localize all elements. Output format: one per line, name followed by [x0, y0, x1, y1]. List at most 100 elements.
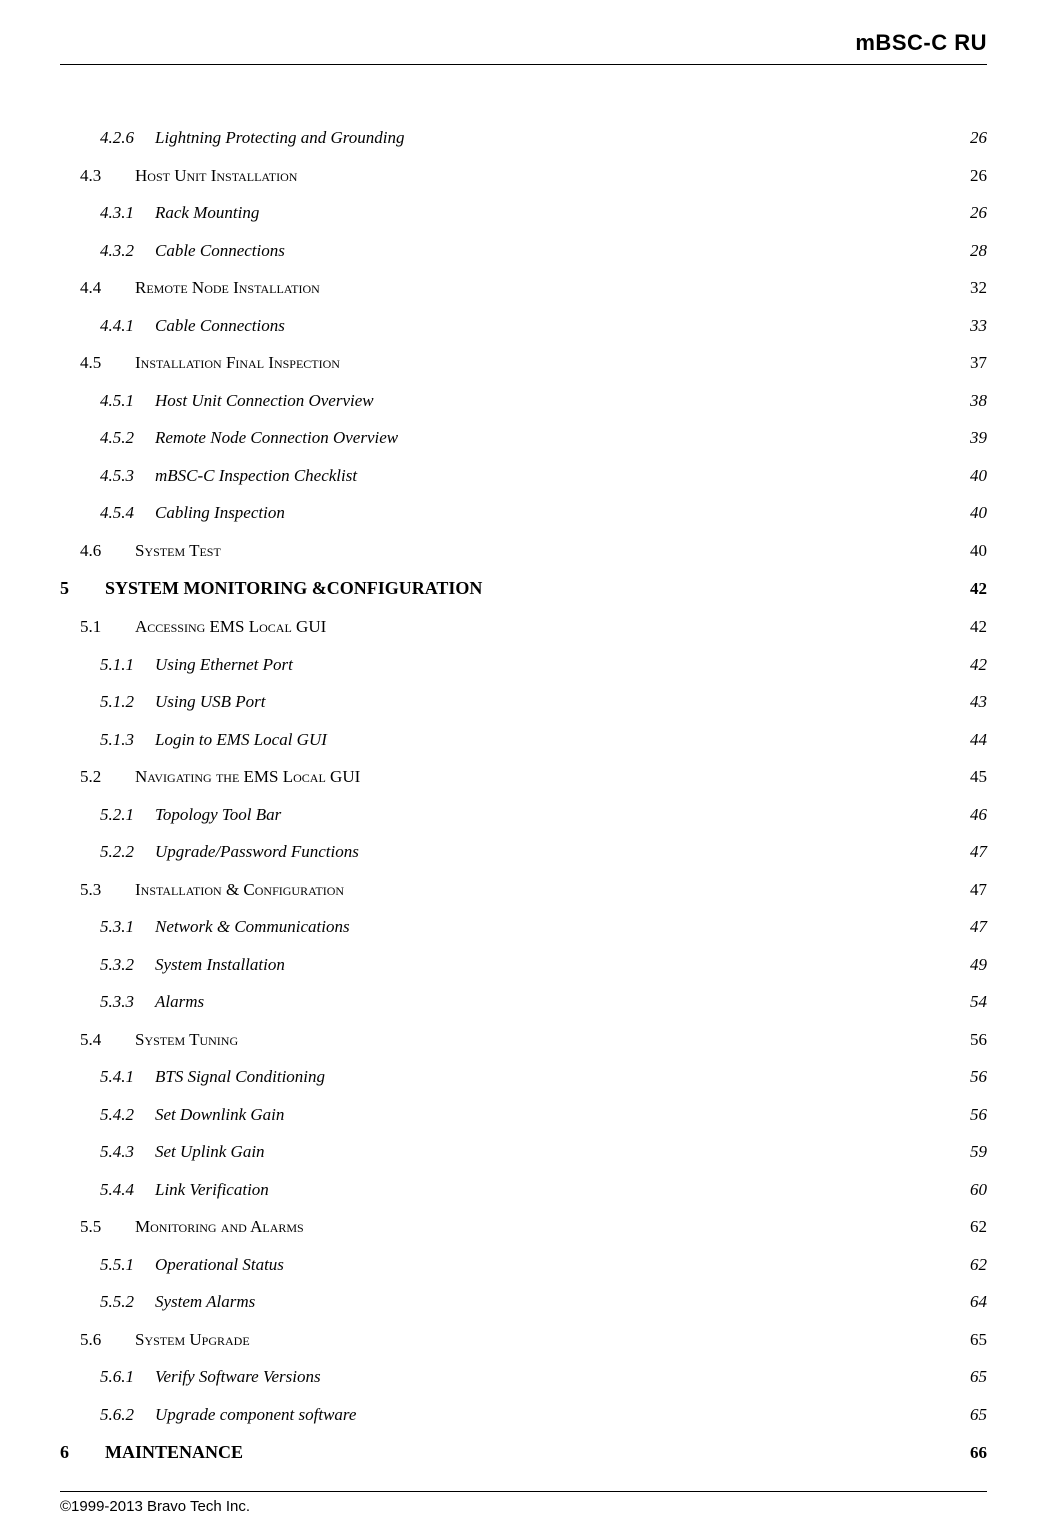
- toc-entry-number: 4.5.3: [100, 463, 155, 489]
- toc-entry-page: 64: [970, 1289, 987, 1315]
- toc-entry-left: 4.2.6Lightning Protecting and Grounding: [60, 125, 405, 151]
- toc-entry-page: 42: [970, 614, 987, 640]
- toc-entry-left: 5.2.1Topology Tool Bar: [60, 802, 281, 828]
- toc-entry-number: 4.5.2: [100, 425, 155, 451]
- toc-entry-title: Lightning Protecting and Grounding: [155, 125, 405, 151]
- toc-entry-title: Host Unit Installation: [135, 163, 297, 189]
- toc-entry-title: Link Verification: [155, 1177, 269, 1203]
- toc-entry-left: 5.5.2System Alarms: [60, 1289, 255, 1315]
- toc-entry-title: Verify Software Versions: [155, 1364, 321, 1390]
- toc-entry-left: 5.1.1Using Ethernet Port: [60, 652, 293, 678]
- toc-entry-left: 4.4Remote Node Installation: [60, 275, 320, 301]
- toc-entry-page: 47: [970, 877, 987, 903]
- toc-entry-page: 54: [970, 989, 987, 1015]
- toc-entry-page: 56: [970, 1102, 987, 1128]
- toc-entry-page: 42: [970, 576, 987, 602]
- toc-entry-number: 5.3.1: [100, 914, 155, 940]
- toc-entry-number: 4.6: [80, 538, 135, 564]
- toc-entry: 5.4.1BTS Signal Conditioning 56: [60, 1064, 987, 1090]
- footer-copyright: ©1999-2013 Bravo Tech Inc.: [60, 1498, 250, 1515]
- toc-entry-number: 4.5.4: [100, 500, 155, 526]
- toc-entry-page: 26: [970, 200, 987, 226]
- toc-entry: 5.6.2Upgrade component software 65: [60, 1402, 987, 1428]
- page-footer: ©1999-2013 Bravo Tech Inc.: [60, 1491, 987, 1515]
- toc-entry-page: 37: [970, 350, 987, 376]
- toc-entry: 4.5Installation Final Inspection37: [60, 350, 987, 376]
- toc-entry-left: 5.5Monitoring and Alarms: [60, 1214, 304, 1240]
- toc-entry-page: 44: [970, 727, 987, 753]
- toc-entry-page: 65: [970, 1364, 987, 1390]
- toc-entry-number: 5.1.1: [100, 652, 155, 678]
- toc-entry-left: 5.5.1Operational Status: [60, 1252, 284, 1278]
- toc-entry-title: System Upgrade: [135, 1327, 250, 1353]
- toc-entry-title: Installation & Configuration: [135, 877, 344, 903]
- toc-entry-page: 39: [970, 425, 987, 451]
- toc-entry: 5.1.2Using USB Port43: [60, 689, 987, 715]
- toc-entry-title: Cable Connections: [155, 313, 285, 339]
- toc-entry: 4.5.3mBSC-C Inspection Checklist40: [60, 463, 987, 489]
- toc-entry-page: 65: [970, 1402, 987, 1428]
- toc-entry-number: 5.6.2: [100, 1402, 155, 1428]
- toc-entry-title: MAINTENANCE: [105, 1439, 243, 1466]
- toc-entry-left: 4.3.1Rack Mounting: [60, 200, 259, 226]
- toc-entry-left: 5.6System Upgrade: [60, 1327, 250, 1353]
- toc-entry-number: 5.1: [80, 614, 135, 640]
- toc-entry-page: 40: [970, 538, 987, 564]
- toc-entry-title: Host Unit Connection Overview: [155, 388, 374, 414]
- toc-entry-page: 62: [970, 1214, 987, 1240]
- toc-entry-number: 5.2: [80, 764, 135, 790]
- toc-entry-title: Cabling Inspection: [155, 500, 285, 526]
- toc-entry-left: 5.2Navigating the EMS Local GUI: [60, 764, 360, 790]
- toc-entry-left: 5.6.1Verify Software Versions: [60, 1364, 321, 1390]
- toc-entry-left: 5.3Installation & Configuration: [60, 877, 344, 903]
- toc-entry-number: 5.1.2: [100, 689, 155, 715]
- toc-entry-left: 4.4.1Cable Connections: [60, 313, 285, 339]
- toc-entry-page: 56: [970, 1064, 987, 1090]
- toc-entry: 4.3Host Unit Installation26: [60, 163, 987, 189]
- toc-entry-number: 4.4: [80, 275, 135, 301]
- toc-entry-title: Network & Communications: [155, 914, 350, 940]
- toc-entry-left: 4.5.3mBSC-C Inspection Checklist: [60, 463, 357, 489]
- toc-entry-number: 5.4.3: [100, 1139, 155, 1165]
- toc-entry-number: 5.4.2: [100, 1102, 155, 1128]
- toc-entry-page: 49: [970, 952, 987, 978]
- toc-entry-page: 56: [970, 1027, 987, 1053]
- toc-entry-number: 4.3.1: [100, 200, 155, 226]
- toc-entry-number: 5.4: [80, 1027, 135, 1053]
- toc-entry: 5.2.2Upgrade/Password Functions47: [60, 839, 987, 865]
- toc-entry: 5.3.1Network & Communications47: [60, 914, 987, 940]
- toc-entry-left: 5.4.3Set Uplink Gain: [60, 1139, 265, 1165]
- toc-entry-left: 4.3Host Unit Installation: [60, 163, 297, 189]
- toc-entry-title: Upgrade component software: [155, 1402, 356, 1428]
- toc-entry-number: 5: [60, 575, 105, 602]
- toc-entry: 5SYSTEM MONITORING &CONFIGURATION 42: [60, 575, 987, 602]
- page-header: mBSC-C RU: [60, 30, 987, 65]
- toc-entry: 5.1.1Using Ethernet Port42: [60, 652, 987, 678]
- toc-entry-title: Monitoring and Alarms: [135, 1214, 304, 1240]
- toc-entry-title: Using USB Port: [155, 689, 266, 715]
- toc-entry-number: 4.3.2: [100, 238, 155, 264]
- toc-entry-title: Using Ethernet Port: [155, 652, 293, 678]
- toc-entry-page: 66: [970, 1440, 987, 1466]
- toc-entry: 4.3.2Cable Connections28: [60, 238, 987, 264]
- toc-entry: 4.3.1Rack Mounting 26: [60, 200, 987, 226]
- toc-entry-page: 40: [970, 500, 987, 526]
- toc-entry-title: Navigating the EMS Local GUI: [135, 764, 360, 790]
- toc-entry-page: 60: [970, 1177, 987, 1203]
- toc-entry-left: 5.6.2Upgrade component software: [60, 1402, 356, 1428]
- toc-entry-left: 4.5.2Remote Node Connection Overview: [60, 425, 398, 451]
- toc-entry-page: 59: [970, 1139, 987, 1165]
- toc-entry-left: 5.3.1Network & Communications: [60, 914, 350, 940]
- toc-entry-title: Upgrade/Password Functions: [155, 839, 359, 865]
- toc-entry: 5.5.1Operational Status 62: [60, 1252, 987, 1278]
- toc-entry: 5.3.3Alarms54: [60, 989, 987, 1015]
- toc-entry-left: 5.4.1BTS Signal Conditioning: [60, 1064, 325, 1090]
- toc-entry-page: 38: [970, 388, 987, 414]
- toc-entry-left: 4.5.4Cabling Inspection: [60, 500, 285, 526]
- toc-entry-title: Remote Node Installation: [135, 275, 320, 301]
- toc-entry-page: 62: [970, 1252, 987, 1278]
- toc-entry-title: SYSTEM MONITORING &CONFIGURATION: [105, 575, 482, 602]
- toc-entry-left: 5.2.2Upgrade/Password Functions: [60, 839, 359, 865]
- toc-entry-title: System Installation: [155, 952, 285, 978]
- toc-entry-number: 5.5: [80, 1214, 135, 1240]
